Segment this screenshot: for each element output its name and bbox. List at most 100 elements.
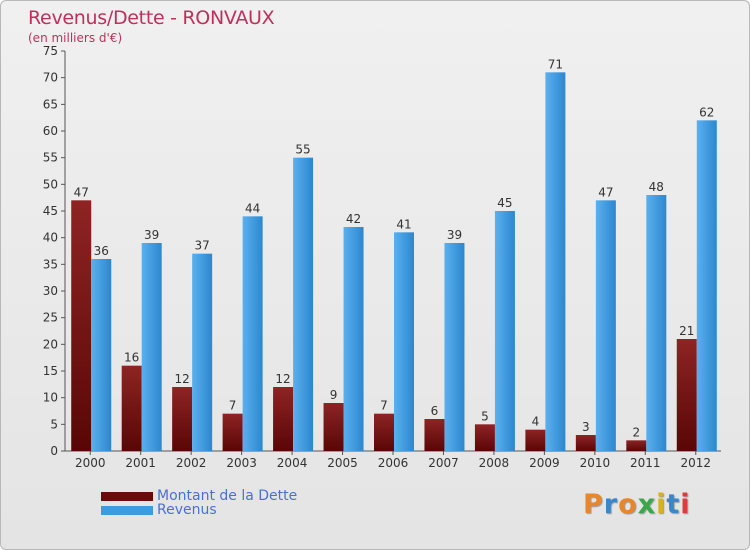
data-label-dette: 3: [582, 420, 590, 434]
y-tick-label: 55: [43, 151, 58, 165]
data-label-revenus: 36: [94, 244, 109, 258]
y-tick-label: 0: [50, 444, 58, 458]
logo-letter: r: [603, 489, 619, 520]
legend-item-revenus: Revenus: [101, 502, 217, 518]
x-tick-label: 2009: [529, 456, 560, 470]
data-label-dette: 21: [679, 324, 694, 338]
chart-title: Revenus/Dette - RONVAUX: [28, 7, 275, 29]
legend-swatch-revenus: [101, 505, 153, 515]
bar-revenus: [545, 72, 566, 451]
x-tick-label: 2000: [75, 456, 106, 470]
data-label-revenus: 44: [245, 201, 260, 215]
y-tick-label: 30: [43, 284, 58, 298]
data-label-revenus: 62: [699, 105, 714, 119]
data-label-revenus: 41: [396, 217, 411, 231]
y-tick-label: 75: [43, 44, 58, 58]
data-label-revenus: 47: [598, 185, 613, 199]
bar-revenus: [242, 216, 263, 451]
legend-label-revenus: Revenus: [157, 502, 217, 518]
x-tick-label: 2011: [630, 456, 661, 470]
bar-dette: [575, 435, 596, 451]
data-label-revenus: 55: [295, 143, 310, 157]
y-tick-label: 40: [43, 231, 58, 245]
bar-dette: [374, 413, 394, 451]
bar-revenus: [595, 200, 616, 451]
x-tick-label: 2012: [680, 456, 711, 470]
data-label-dette: 4: [532, 415, 540, 429]
data-label-dette: 16: [124, 351, 139, 365]
data-label-dette: 7: [229, 399, 237, 413]
bar-dette: [424, 419, 445, 451]
x-tick-label: 2001: [125, 456, 156, 470]
data-label-dette: 9: [330, 388, 338, 402]
data-label-dette: 5: [481, 409, 489, 423]
bar-dette: [323, 403, 344, 451]
legend-item-dette: Montant de la Dette: [101, 488, 297, 504]
data-label-dette: 6: [431, 404, 439, 418]
legend-swatch-dette: [101, 491, 153, 501]
data-label-dette: 7: [380, 399, 388, 413]
bar-dette: [172, 387, 193, 451]
bar-dette: [222, 413, 243, 451]
y-tick-label: 15: [43, 364, 58, 378]
bar-revenus: [494, 211, 515, 451]
data-label-revenus: 37: [195, 239, 210, 253]
bar-dette: [273, 387, 294, 451]
data-label-dette: 47: [74, 185, 89, 199]
x-tick-label: 2004: [277, 456, 308, 470]
x-tick-label: 2010: [580, 456, 611, 470]
chart-bars: [71, 72, 717, 451]
y-tick-label: 10: [43, 391, 58, 405]
x-tick-label: 2002: [176, 456, 207, 470]
bar-revenus: [394, 232, 414, 451]
x-tick-label: 2008: [479, 456, 510, 470]
bar-dette: [71, 200, 92, 451]
bar-revenus: [91, 259, 112, 451]
chart-data-labels: 47 36 16 39 12 37 7 44 12 55 9 42 7 41 6 39 5 45 4 71 3 47 2 48…: [74, 57, 715, 439]
data-label-revenus: 42: [346, 212, 361, 226]
legend-label-dette: Montant de la Dette: [157, 488, 298, 504]
data-label-revenus: 39: [144, 228, 159, 242]
bar-revenus: [444, 243, 465, 451]
data-label-revenus: 39: [447, 228, 462, 242]
bar-dette: [676, 339, 697, 451]
bar-revenus: [646, 195, 667, 451]
bar-revenus: [192, 253, 213, 451]
y-tick-label: 45: [43, 204, 58, 218]
data-label-dette: 2: [632, 425, 640, 439]
chart-subtitle: (en milliers d'€): [28, 31, 123, 45]
y-tick-label: 70: [43, 71, 58, 85]
bar-revenus: [293, 157, 314, 451]
data-label-revenus: 48: [649, 180, 664, 194]
x-tick-label: 2006: [378, 456, 409, 470]
data-label-dette: 12: [275, 372, 290, 386]
logo-letter: P: [583, 489, 604, 520]
data-label-dette: 12: [175, 372, 190, 386]
x-tick-label: 2003: [226, 456, 257, 470]
logo-letter: i: [680, 489, 691, 520]
logo-letter: i: [656, 489, 667, 520]
y-tick-label: 5: [50, 417, 58, 431]
x-tick-label: 2007: [428, 456, 459, 470]
bar-revenus: [141, 243, 162, 451]
bar-revenus: [696, 120, 717, 451]
bar-dette: [626, 440, 647, 451]
logo-letter: o: [618, 489, 638, 520]
bar-revenus: [343, 227, 364, 451]
proxiti-logo: Proxiti: [583, 489, 691, 520]
bar-dette: [474, 424, 495, 451]
logo-letter: t: [666, 489, 681, 520]
y-tick-label: 35: [43, 257, 58, 271]
y-tick-label: 65: [43, 97, 58, 111]
x-tick-label: 2005: [327, 456, 358, 470]
data-label-revenus: 71: [548, 57, 563, 71]
y-tick-label: 50: [43, 177, 58, 191]
y-tick-label: 20: [43, 337, 58, 351]
data-label-revenus: 45: [497, 196, 512, 210]
bar-dette: [525, 429, 546, 451]
y-tick-label: 25: [43, 311, 58, 325]
bar-dette: [121, 365, 142, 451]
y-tick-label: 60: [43, 124, 58, 138]
